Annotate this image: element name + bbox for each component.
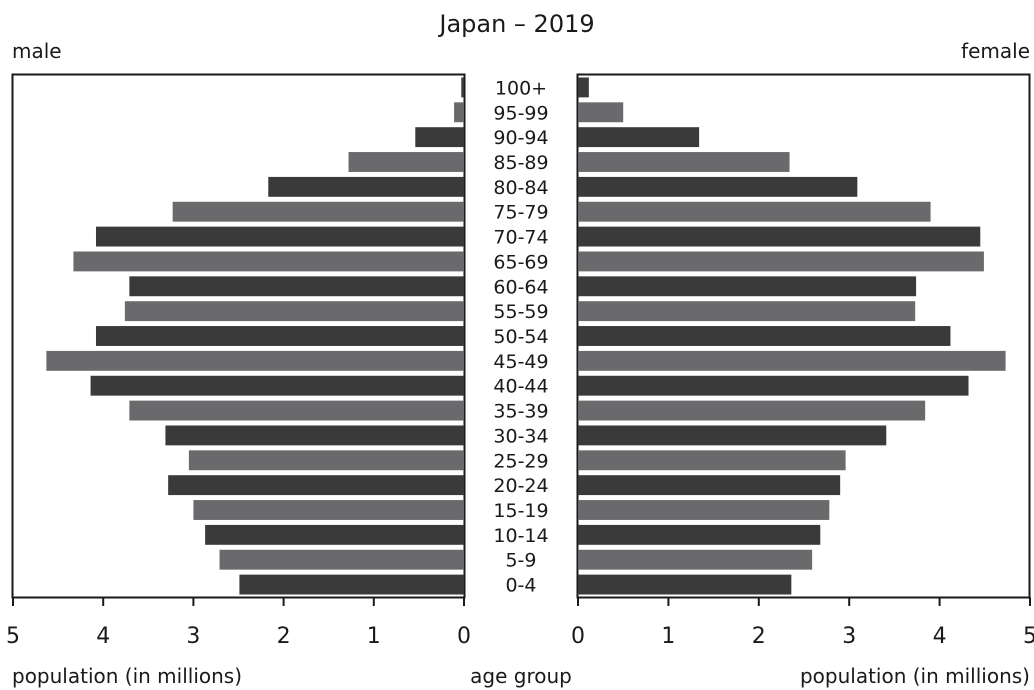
age-group-label: 85-89 (493, 152, 548, 174)
female-bar-50-54 (578, 326, 951, 346)
male-bar-30-34 (165, 425, 465, 446)
age-group-label: 70-74 (493, 227, 548, 249)
male-bars (46, 77, 465, 595)
female-bar-30-34 (578, 425, 887, 446)
female-bar-40-44 (578, 375, 969, 396)
age-group-label: 30-34 (493, 425, 548, 447)
female-bar-35-39 (578, 400, 926, 421)
male-tick-label: 2 (277, 624, 291, 649)
female-axis-ticks: 0 1 2 3 4 5 (571, 597, 1034, 649)
female-bar-75-79 (578, 201, 931, 222)
male-plot-frame (11, 73, 466, 599)
male-tick-label: 3 (186, 624, 200, 649)
age-group-label: 40-44 (493, 376, 548, 398)
male-tick-label: 0 (457, 624, 471, 649)
male-bar-10-14 (205, 524, 464, 545)
age-group-label: 15-19 (493, 500, 548, 522)
age-group-label: 50-54 (493, 326, 548, 348)
female-bar-90-94 (578, 127, 700, 148)
age-group-label: 90-94 (493, 127, 548, 149)
male-bar-5-9 (219, 549, 464, 570)
male-bar-80-84 (268, 176, 464, 197)
female-tick-label: 0 (571, 624, 585, 649)
female-bar-95-99 (578, 102, 624, 123)
female-tick-label: 3 (842, 624, 856, 649)
age-group-label: 5-9 (505, 550, 536, 572)
age-group-axis-label: age group (470, 664, 572, 688)
female-bar-55-59 (578, 301, 916, 322)
male-bar-70-74 (95, 226, 464, 247)
age-group-label: 95-99 (493, 102, 548, 124)
male-bar-40-44 (90, 375, 465, 396)
age-group-label: 55-59 (493, 301, 548, 323)
male-bar-0-4 (239, 574, 464, 595)
female-tick-label: 1 (661, 624, 675, 649)
female-tick-label: 4 (933, 624, 947, 649)
age-group-label: 80-84 (493, 177, 548, 199)
female-bars (578, 77, 1006, 595)
chart-title: Japan – 2019 (437, 10, 594, 38)
female-bar-100+ (578, 77, 589, 98)
female-bar-65-69 (578, 251, 984, 272)
female-bar-0-4 (578, 574, 792, 595)
male-bar-35-39 (129, 400, 464, 421)
female-tick-label: 5 (1023, 624, 1034, 649)
male-bar-90-94 (415, 127, 464, 148)
male-bar-65-69 (73, 251, 465, 272)
female-axis-label: population (in millions) (800, 664, 1030, 688)
female-bar-15-19 (578, 500, 830, 520)
male-bar-15-19 (193, 500, 464, 520)
male-label: male (12, 39, 62, 63)
female-plot-frame (576, 73, 1031, 599)
male-bar-25-29 (188, 450, 464, 471)
male-bar-75-79 (172, 201, 465, 222)
age-group-label: 75-79 (493, 202, 548, 224)
age-group-label: 45-49 (493, 351, 548, 373)
age-group-label: 10-14 (493, 525, 548, 547)
female-bar-85-89 (578, 152, 790, 172)
male-bar-45-49 (46, 350, 465, 371)
age-group-label: 0-4 (505, 575, 536, 597)
female-label: female (961, 39, 1030, 63)
male-bar-20-24 (168, 475, 465, 496)
male-tick-label: 5 (6, 624, 20, 649)
female-tick-label: 2 (752, 624, 766, 649)
male-axis-ticks: 0 1 2 3 4 5 (6, 597, 471, 649)
female-bar-20-24 (578, 475, 841, 496)
male-bar-95-99 (454, 102, 464, 123)
male-tick-label: 1 (367, 624, 381, 649)
male-bar-55-59 (124, 301, 465, 322)
female-bar-80-84 (578, 176, 858, 197)
male-tick-label: 4 (96, 624, 110, 649)
female-bar-5-9 (578, 549, 813, 570)
female-bar-45-49 (578, 350, 1006, 371)
male-bar-100+ (461, 77, 464, 98)
female-bar-60-64 (578, 276, 917, 297)
male-bar-85-89 (348, 152, 464, 172)
age-group-label: 35-39 (493, 401, 548, 423)
female-bar-70-74 (578, 226, 981, 247)
age-group-label: 25-29 (493, 450, 548, 472)
male-axis-label: population (in millions) (12, 664, 242, 688)
age-group-label: 65-69 (493, 251, 548, 273)
age-group-label: 100+ (495, 77, 547, 99)
age-group-label: 20-24 (493, 475, 548, 497)
female-bar-25-29 (578, 450, 846, 471)
age-group-label: 60-64 (493, 276, 548, 298)
male-bar-50-54 (95, 326, 464, 346)
female-bar-10-14 (578, 524, 821, 545)
male-bar-60-64 (129, 276, 464, 297)
